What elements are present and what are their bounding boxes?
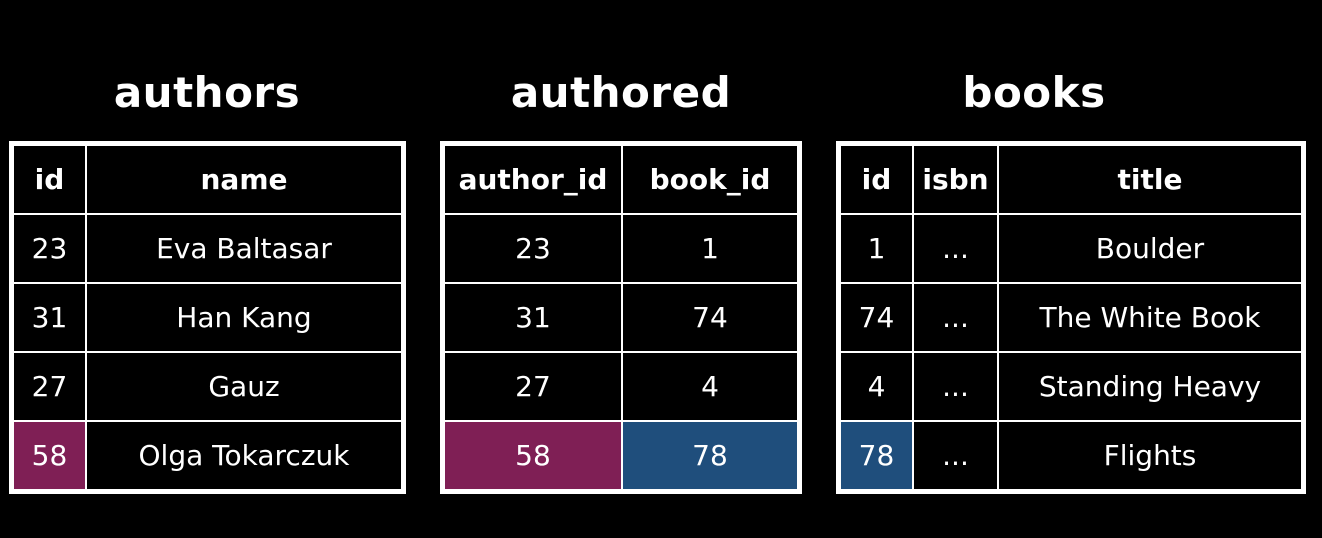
column-header-id: id [841,146,914,215]
table-row: 74 ... The White Book [841,282,1301,353]
table-row: 27 Gauz [14,351,401,422]
cell-title: Standing Heavy [997,351,1301,422]
cell-isbn: ... [912,351,999,422]
books-table: id isbn title 1 ... Boulder 74 ... The W… [836,141,1306,494]
column-header-book-id: book_id [621,146,797,215]
highlighted-cell-book-id: 78 [621,420,797,489]
books-table-title: books [962,68,1106,117]
table-row: 27 4 [445,351,797,422]
highlighted-cell-book-id: 78 [841,420,914,489]
authors-table: id name 23 Eva Baltasar 31 Han Kang 27 G… [9,141,406,494]
cell-name: Han Kang [85,282,401,353]
table-row: 4 ... Standing Heavy [841,351,1301,422]
table-header-row: id name [14,146,401,215]
cell-author-id: 23 [445,213,623,284]
cell-name: Gauz [85,351,401,422]
cell-book-id: 74 [621,282,797,353]
cell-id: 31 [14,282,87,353]
table-row: 23 1 [445,213,797,284]
highlighted-cell-author-id: 58 [14,420,87,489]
cell-title: Boulder [997,213,1301,284]
authored-table-title: authored [510,68,732,117]
authors-table-title: authors [113,68,301,117]
cell-id: 1 [841,213,914,284]
cell-title: Flights [997,420,1301,489]
cell-author-id: 27 [445,351,623,422]
authored-table: author_id book_id 23 1 31 74 27 4 58 78 [440,141,802,494]
table-row: 1 ... Boulder [841,213,1301,284]
cell-title: The White Book [997,282,1301,353]
cell-book-id: 1 [621,213,797,284]
cell-id: 23 [14,213,87,284]
cell-name: Eva Baltasar [85,213,401,284]
cell-book-id: 4 [621,351,797,422]
cell-name: Olga Tokarczuk [85,420,401,489]
cell-isbn: ... [912,420,999,489]
cell-isbn: ... [912,213,999,284]
table-row: 58 Olga Tokarczuk [14,420,401,489]
cell-id: 27 [14,351,87,422]
table-row: 58 78 [445,420,797,489]
table-row: 23 Eva Baltasar [14,213,401,284]
column-header-name: name [85,146,401,215]
table-header-row: id isbn title [841,146,1301,215]
column-header-isbn: isbn [912,146,999,215]
column-header-author-id: author_id [445,146,623,215]
column-header-id: id [14,146,87,215]
table-row: 31 Han Kang [14,282,401,353]
table-row: 78 ... Flights [841,420,1301,489]
cell-id: 74 [841,282,914,353]
table-row: 31 74 [445,282,797,353]
column-header-title: title [997,146,1301,215]
cell-author-id: 31 [445,282,623,353]
cell-isbn: ... [912,282,999,353]
cell-id: 4 [841,351,914,422]
highlighted-cell-author-id: 58 [445,420,623,489]
table-header-row: author_id book_id [445,146,797,215]
